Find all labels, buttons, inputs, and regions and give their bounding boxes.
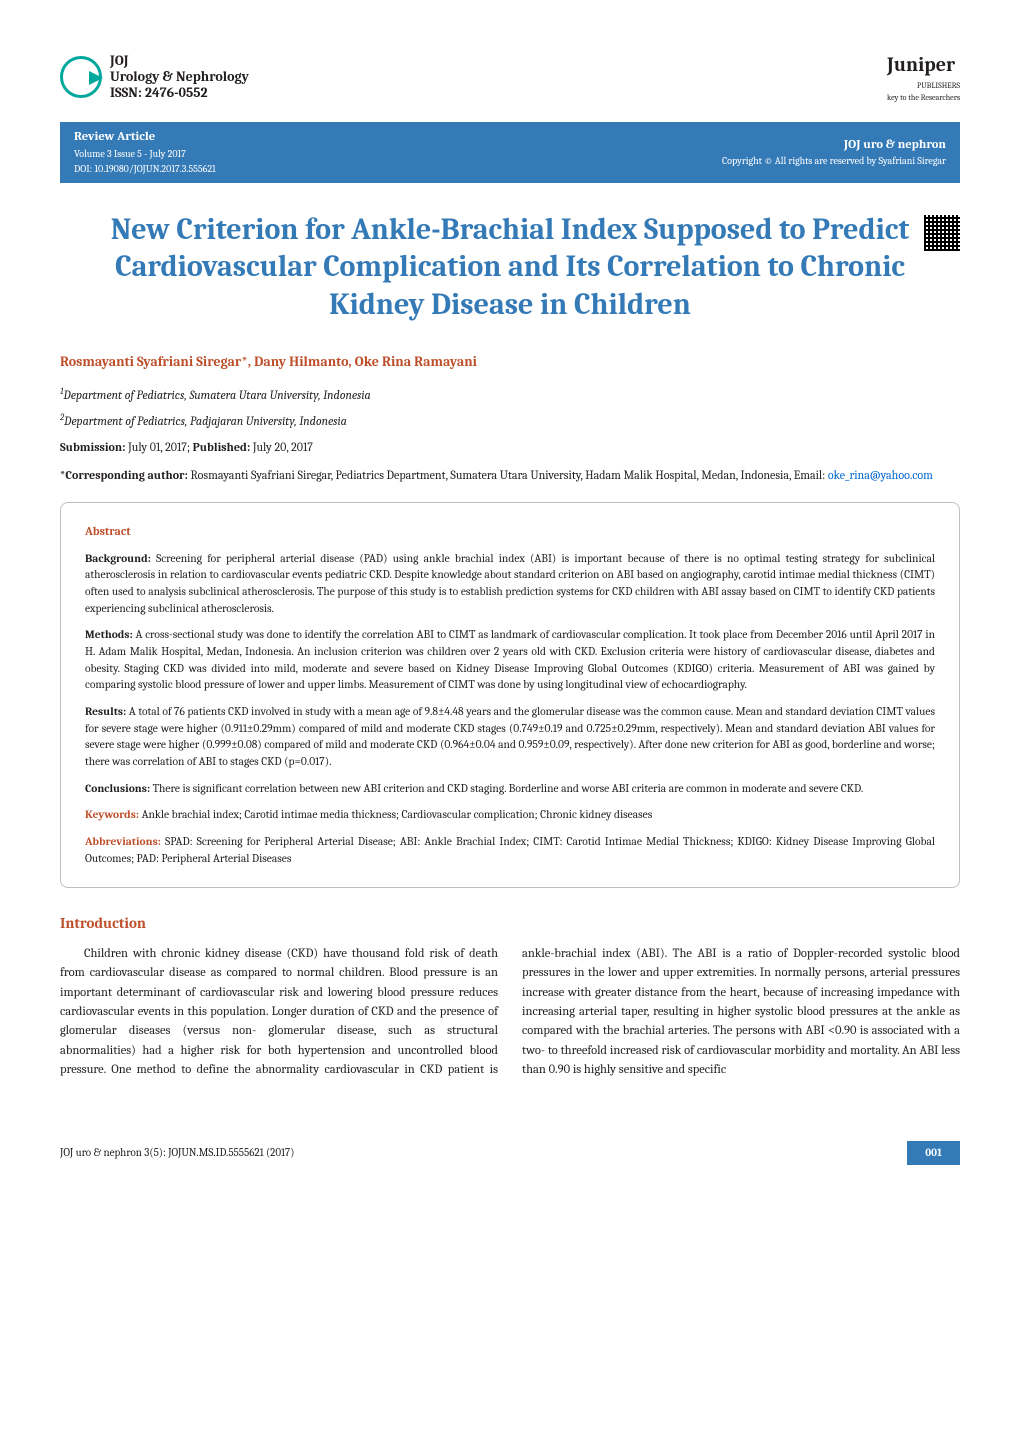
article-banner: Review Article Volume 3 Issue 5 - July 2… xyxy=(60,122,960,183)
journal-logo-line2: Urology & Nephrology xyxy=(110,69,249,85)
published-date: July 20, 2017 xyxy=(253,440,313,454)
publisher-logo: Juniper PUBLISHERS key to the Researcher… xyxy=(881,50,960,104)
banner-left: Review Article Volume 3 Issue 5 - July 2… xyxy=(74,128,216,177)
abstract-conclusions: Conclusions: There is significant correl… xyxy=(85,781,935,798)
publisher-tagline: key to the Researchers xyxy=(887,92,960,104)
published-label: Published: xyxy=(193,440,251,454)
abstract-background: Background: Screening for peripheral art… xyxy=(85,551,935,618)
affiliation-2: 2Department of Pediatrics, Padjajaran Un… xyxy=(60,412,960,430)
abstract-results: Results: A total of 76 patients CKD invo… xyxy=(85,704,935,771)
conclusions-label: Conclusions: xyxy=(85,782,150,795)
header-logos: JOJ Urology & Nephrology ISSN: 2476-0552… xyxy=(60,50,960,104)
background-label: Background: xyxy=(85,552,151,565)
submission-dates: Submission: July 01, 2017; Published: Ju… xyxy=(60,438,960,456)
abstract-title: Abstract xyxy=(85,523,935,540)
methods-text: A cross-sectional study was done to iden… xyxy=(85,628,935,691)
abstract-box: Abstract Background: Screening for perip… xyxy=(60,502,960,888)
background-text: Screening for peripheral arterial diseas… xyxy=(85,552,935,615)
methods-label: Methods: xyxy=(85,628,133,641)
abstract-methods: Methods: A cross-sectional study was don… xyxy=(85,627,935,694)
corresponding-text: Rosmayanti Syafriani Siregar, Pediatrics… xyxy=(191,468,826,482)
publisher-name: Juniper xyxy=(887,50,960,80)
article-title: New Criterion for Ankle-Brachial Index S… xyxy=(100,211,920,324)
corresponding-email[interactable]: oke_rina@yahoo.com xyxy=(828,468,933,482)
journal-logo-line3: ISSN: 2476-0552 xyxy=(110,85,249,101)
journal-logo-line1: JOJ xyxy=(110,53,249,69)
doi: DOI: 10.19080/JOJUN.2017.3.555621 xyxy=(74,162,216,177)
abstract-abbreviations: Abbreviations: SPAD: Screening for Perip… xyxy=(85,834,935,867)
introduction-paragraph: Children with chronic kidney disease (CK… xyxy=(60,945,960,1081)
footer-citation: JOJ uro & nephron 3(5): JOJUN.MS.ID.5555… xyxy=(60,1145,294,1162)
publisher-sub: PUBLISHERS xyxy=(887,80,960,92)
page-footer: JOJ uro & nephron 3(5): JOJUN.MS.ID.5555… xyxy=(60,1141,960,1166)
conclusions-text: There is significant correlation between… xyxy=(153,782,864,795)
results-text: A total of 76 patients CKD involved in s… xyxy=(85,705,935,768)
affiliation-1: 1Department of Pediatrics, Sumatera Utar… xyxy=(60,386,960,404)
corresponding-label: *Corresponding author: xyxy=(60,468,188,482)
volume-issue: Volume 3 Issue 5 - July 2017 xyxy=(74,147,216,162)
copyright: Copyright © All rights are reserved by S… xyxy=(722,154,946,169)
keywords-label: Keywords: xyxy=(85,808,139,821)
authors: Rosmayanti Syafriani Siregar*, Dany Hilm… xyxy=(60,351,960,372)
journal-logo-text: JOJ Urology & Nephrology ISSN: 2476-0552 xyxy=(110,53,249,101)
journal-logo: JOJ Urology & Nephrology ISSN: 2476-0552 xyxy=(60,53,249,101)
corresponding-author: *Corresponding author: Rosmayanti Syafri… xyxy=(60,466,960,484)
submission-label: Submission: xyxy=(60,440,126,454)
article-title-text: New Criterion for Ankle-Brachial Index S… xyxy=(111,212,910,322)
article-type: Review Article xyxy=(74,128,216,147)
introduction-title: Introduction xyxy=(60,912,960,935)
submission-date: July 01, 2017; xyxy=(128,440,190,454)
journal-short: JOJ uro & nephron xyxy=(722,136,946,155)
introduction-body: Children with chronic kidney disease (CK… xyxy=(60,945,960,1081)
affiliation-1-text: Department of Pediatrics, Sumatera Utara… xyxy=(64,388,371,402)
qr-code-icon xyxy=(924,215,960,251)
page-number: 001 xyxy=(907,1141,960,1166)
affiliation-2-text: Department of Pediatrics, Padjajaran Uni… xyxy=(64,414,347,428)
publisher-logo-text-block: Juniper PUBLISHERS key to the Researcher… xyxy=(887,50,960,104)
journal-logo-icon xyxy=(60,56,102,98)
abbrev-label: Abbreviations: xyxy=(85,835,161,848)
banner-right: JOJ uro & nephron Copyright © All rights… xyxy=(722,136,946,170)
results-label: Results: xyxy=(85,705,126,718)
keywords-text: Ankle brachial index; Carotid intimae me… xyxy=(142,808,653,821)
abbrev-text: SPAD: Screening for Peripheral Arterial … xyxy=(85,835,935,865)
abstract-keywords: Keywords: Ankle brachial index; Carotid … xyxy=(85,807,935,824)
